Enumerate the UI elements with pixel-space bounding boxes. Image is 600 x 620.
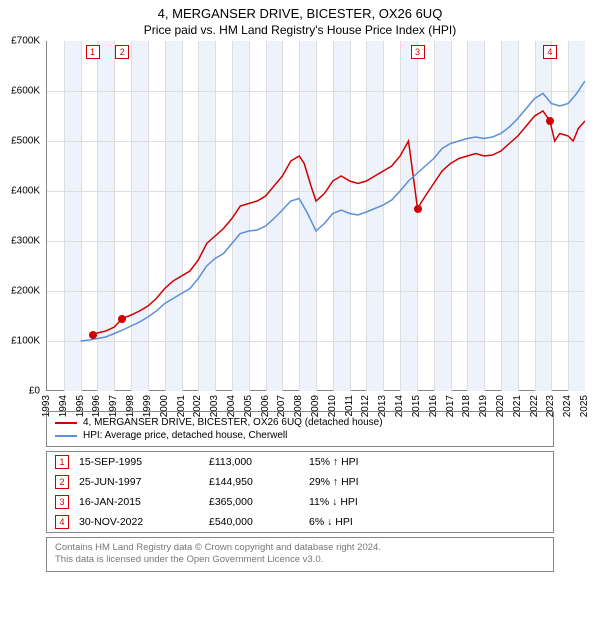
footer: Contains HM Land Registry data © Crown c… [46, 537, 554, 572]
x-axis-label: 2024 [562, 395, 573, 417]
plot-area: 1 2 3 4 [46, 41, 584, 391]
x-axis-label: 2015 [411, 395, 422, 417]
x-axis-label: 1999 [142, 395, 153, 417]
legend-row: 4, MERGANSER DRIVE, BICESTER, OX26 6UQ (… [55, 416, 545, 429]
x-axis-label: 2006 [260, 395, 271, 417]
tx-price: £113,000 [209, 456, 299, 468]
y-axis-label: £300K [11, 236, 40, 247]
series-line-price_paid [93, 111, 585, 335]
marker-dot [414, 205, 422, 213]
tx-price: £540,000 [209, 516, 299, 528]
marker-dot [89, 331, 97, 339]
legend-swatch [55, 422, 77, 424]
x-axis-label: 1995 [75, 395, 86, 417]
x-axis-label: 2019 [478, 395, 489, 417]
series-line-hpi [81, 81, 585, 341]
tx-marker: 4 [55, 515, 69, 529]
tx-diff: 15% ↑ HPI [309, 456, 409, 468]
x-axis-label: 1996 [91, 395, 102, 417]
tx-date: 16-JAN-2015 [79, 496, 199, 508]
tx-marker: 3 [55, 495, 69, 509]
x-axis-label: 2009 [310, 395, 321, 417]
marker-box: 3 [411, 45, 425, 59]
tx-date: 15-SEP-1995 [79, 456, 199, 468]
legend-row: HPI: Average price, detached house, Cher… [55, 429, 545, 442]
x-axis-label: 2023 [545, 395, 556, 417]
tx-price: £144,950 [209, 476, 299, 488]
page-subtitle: Price paid vs. HM Land Registry's House … [0, 21, 600, 41]
x-axis-label: 2014 [394, 395, 405, 417]
transaction-table: 1 15-SEP-1995 £113,000 15% ↑ HPI 2 25-JUN-199… [46, 451, 554, 533]
x-axis-label: 2000 [159, 395, 170, 417]
x-axis-label: 2020 [495, 395, 506, 417]
tx-price: £365,000 [209, 496, 299, 508]
y-axis-label: £600K [11, 86, 40, 97]
x-axis-label: 2022 [529, 395, 540, 417]
legend-swatch [55, 435, 77, 437]
tx-diff: 29% ↑ HPI [309, 476, 409, 488]
x-axis-label: 2010 [327, 395, 338, 417]
x-axis-label: 1993 [41, 395, 52, 417]
y-axis-label: £500K [11, 136, 40, 147]
tx-marker: 1 [55, 455, 69, 469]
x-axis-label: 2005 [243, 395, 254, 417]
x-axis-label: 2016 [428, 395, 439, 417]
x-axis-label: 1994 [58, 395, 69, 417]
tx-date: 25-JUN-1997 [79, 476, 199, 488]
y-axis-label: £400K [11, 186, 40, 197]
footer-line1: Contains HM Land Registry data © Crown c… [55, 542, 545, 554]
chart-lines [47, 41, 585, 391]
x-axis-label: 2001 [176, 395, 187, 417]
x-axis-label: 2002 [192, 395, 203, 417]
tx-date: 30-NOV-2022 [79, 516, 199, 528]
table-row: 4 30-NOV-2022 £540,000 6% ↓ HPI [47, 512, 553, 532]
x-axis-label: 2003 [209, 395, 220, 417]
y-axis-label: £100K [11, 336, 40, 347]
x-axis-label: 1997 [108, 395, 119, 417]
chart: 1234 £0£100K£200K£300K£400K£500K£600K£70… [46, 41, 584, 409]
marker-dot [546, 117, 554, 125]
tx-marker: 2 [55, 475, 69, 489]
y-axis-label: £0 [29, 386, 40, 397]
table-row: 3 16-JAN-2015 £365,000 11% ↓ HPI [47, 492, 553, 512]
marker-box: 2 [115, 45, 129, 59]
legend-label: HPI: Average price, detached house, Cher… [83, 430, 287, 441]
page-title: 4, MERGANSER DRIVE, BICESTER, OX26 6UQ [0, 0, 600, 21]
x-axis-label: 2011 [344, 395, 355, 417]
x-axis-label: 2007 [276, 395, 287, 417]
x-axis-label: 2008 [293, 395, 304, 417]
y-axis-label: £200K [11, 286, 40, 297]
marker-box: 1 [86, 45, 100, 59]
x-axis-label: 2018 [461, 395, 472, 417]
x-axis-label: 2017 [445, 395, 456, 417]
footer-line2: This data is licensed under the Open Gov… [55, 554, 545, 566]
marker-box: 4 [543, 45, 557, 59]
x-axis-label: 2021 [512, 395, 523, 417]
tx-diff: 11% ↓ HPI [309, 496, 409, 508]
x-axis-label: 2013 [377, 395, 388, 417]
y-axis-label: £700K [11, 36, 40, 47]
x-axis-label: 2025 [579, 395, 590, 417]
tx-diff: 6% ↓ HPI [309, 516, 409, 528]
table-row: 2 25-JUN-1997 £144,950 29% ↑ HPI [47, 472, 553, 492]
x-axis-label: 2004 [226, 395, 237, 417]
x-axis-label: 2012 [360, 395, 371, 417]
x-axis-label: 1998 [125, 395, 136, 417]
table-row: 1 15-SEP-1995 £113,000 15% ↑ HPI [47, 452, 553, 472]
legend-label: 4, MERGANSER DRIVE, BICESTER, OX26 6UQ (… [83, 417, 383, 428]
marker-dot [118, 315, 126, 323]
root: 4, MERGANSER DRIVE, BICESTER, OX26 6UQ P… [0, 0, 600, 620]
